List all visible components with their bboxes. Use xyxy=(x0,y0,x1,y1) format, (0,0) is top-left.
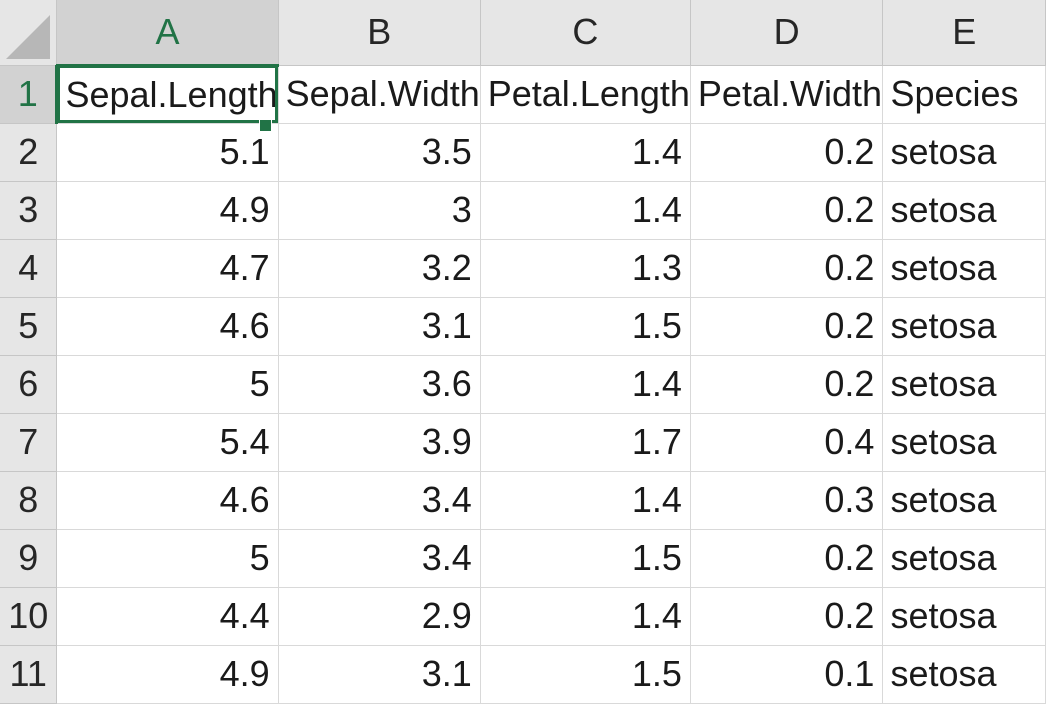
cell-d[interactable]: 0.2 xyxy=(690,123,884,182)
table-row: 3 4.9 3 1.4 0.2 setosa xyxy=(0,181,1046,240)
cell-e[interactable]: setosa xyxy=(882,181,1046,240)
column-header-a[interactable]: A xyxy=(56,0,279,67)
table-row: 8 4.6 3.4 1.4 0.3 setosa xyxy=(0,471,1046,530)
select-all-button[interactable] xyxy=(0,0,58,66)
cell-e[interactable]: setosa xyxy=(882,355,1046,414)
row-header[interactable]: 10 xyxy=(0,587,58,646)
cell-e1[interactable]: Species xyxy=(882,65,1046,124)
cell-e[interactable]: setosa xyxy=(882,645,1046,704)
cell-d[interactable]: 0.1 xyxy=(690,645,884,704)
cell-a[interactable]: 4.6 xyxy=(56,297,279,356)
cell-d[interactable]: 0.2 xyxy=(690,239,884,298)
table-row: 7 5.4 3.9 1.7 0.4 setosa xyxy=(0,413,1046,472)
table-row: 5 4.6 3.1 1.5 0.2 setosa xyxy=(0,297,1046,356)
row-header[interactable]: 3 xyxy=(0,181,58,240)
cell-b[interactable]: 3.9 xyxy=(278,413,481,472)
cell-e[interactable]: setosa xyxy=(882,529,1046,588)
cell-a[interactable]: 5.1 xyxy=(56,123,279,182)
row-header[interactable]: 6 xyxy=(0,355,58,414)
cell-e[interactable]: setosa xyxy=(882,297,1046,356)
row-header[interactable]: 9 xyxy=(0,529,58,588)
row-header[interactable]: 4 xyxy=(0,239,58,298)
cell-e[interactable]: setosa xyxy=(882,471,1046,530)
cell-c[interactable]: 1.4 xyxy=(480,123,691,182)
cell-a[interactable]: 4.6 xyxy=(56,471,279,530)
cell-a[interactable]: 4.7 xyxy=(56,239,279,298)
cell-d[interactable]: 0.4 xyxy=(690,413,884,472)
table-row: 6 5 3.6 1.4 0.2 setosa xyxy=(0,355,1046,414)
table-row: 2 5.1 3.5 1.4 0.2 setosa xyxy=(0,123,1046,182)
row-header[interactable]: 1 xyxy=(0,65,59,124)
table-row: 9 5 3.4 1.5 0.2 setosa xyxy=(0,529,1046,588)
column-header-c[interactable]: C xyxy=(480,0,691,66)
column-header-b[interactable]: B xyxy=(278,0,481,66)
cell-b[interactable]: 3.1 xyxy=(278,645,481,704)
cell-b[interactable]: 2.9 xyxy=(278,587,481,646)
cell-a[interactable]: 4.9 xyxy=(56,645,279,704)
cell-d[interactable]: 0.2 xyxy=(690,355,884,414)
cell-d[interactable]: 0.2 xyxy=(690,529,884,588)
column-header-d[interactable]: D xyxy=(690,0,884,66)
cell-d[interactable]: 0.2 xyxy=(690,587,884,646)
cell-c[interactable]: 1.4 xyxy=(480,471,691,530)
table-row: 1 Sepal.Length Sepal.Width Petal.Length … xyxy=(0,65,1046,124)
cell-c[interactable]: 1.4 xyxy=(480,355,691,414)
cell-c[interactable]: 1.5 xyxy=(480,645,691,704)
cell-b1[interactable]: Sepal.Width xyxy=(278,65,481,124)
cell-b[interactable]: 3.5 xyxy=(278,123,481,182)
cell-a[interactable]: 5 xyxy=(56,529,279,588)
row-header[interactable]: 11 xyxy=(0,645,58,704)
cell-c[interactable]: 1.7 xyxy=(480,413,691,472)
row-header[interactable]: 7 xyxy=(0,413,58,472)
cell-e[interactable]: setosa xyxy=(882,239,1046,298)
cell-e[interactable]: setosa xyxy=(882,413,1046,472)
table-row: 4 4.7 3.2 1.3 0.2 setosa xyxy=(0,239,1046,298)
table-row: 10 4.4 2.9 1.4 0.2 setosa xyxy=(0,587,1046,646)
column-header-e[interactable]: E xyxy=(882,0,1046,66)
cell-b[interactable]: 3.1 xyxy=(278,297,481,356)
fill-handle[interactable] xyxy=(259,119,272,132)
cell-d1[interactable]: Petal.Width xyxy=(690,65,884,124)
cell-b[interactable]: 3.2 xyxy=(278,239,481,298)
row-header[interactable]: 8 xyxy=(0,471,58,530)
select-all-icon xyxy=(6,14,51,59)
cell-b[interactable]: 3.4 xyxy=(278,529,481,588)
cell-c[interactable]: 1.5 xyxy=(480,297,691,356)
cell-c[interactable]: 1.4 xyxy=(480,181,691,240)
cell-b[interactable]: 3.6 xyxy=(278,355,481,414)
cell-c[interactable]: 1.4 xyxy=(480,587,691,646)
cell-a[interactable]: 4.9 xyxy=(56,181,279,240)
cell-a[interactable]: 5 xyxy=(56,355,279,414)
cell-a[interactable]: 4.4 xyxy=(56,587,279,646)
column-header-row: A B C D E xyxy=(0,0,1046,67)
table-row: 11 4.9 3.1 1.5 0.1 setosa xyxy=(0,645,1046,704)
cell-d[interactable]: 0.2 xyxy=(690,181,884,240)
cell-e[interactable]: setosa xyxy=(882,587,1046,646)
cell-a[interactable]: 5.4 xyxy=(56,413,279,472)
cell-c[interactable]: 1.5 xyxy=(480,529,691,588)
cell-e[interactable]: setosa xyxy=(882,123,1046,182)
cell-c1[interactable]: Petal.Length xyxy=(480,65,691,124)
row-header[interactable]: 2 xyxy=(0,123,58,182)
row-header[interactable]: 5 xyxy=(0,297,58,356)
cell-a1[interactable]: Sepal.Length xyxy=(56,65,279,124)
cell-d[interactable]: 0.2 xyxy=(690,297,884,356)
cell-b[interactable]: 3.4 xyxy=(278,471,481,530)
cell-d[interactable]: 0.3 xyxy=(690,471,884,530)
cell-b[interactable]: 3 xyxy=(278,181,481,240)
cell-c[interactable]: 1.3 xyxy=(480,239,691,298)
